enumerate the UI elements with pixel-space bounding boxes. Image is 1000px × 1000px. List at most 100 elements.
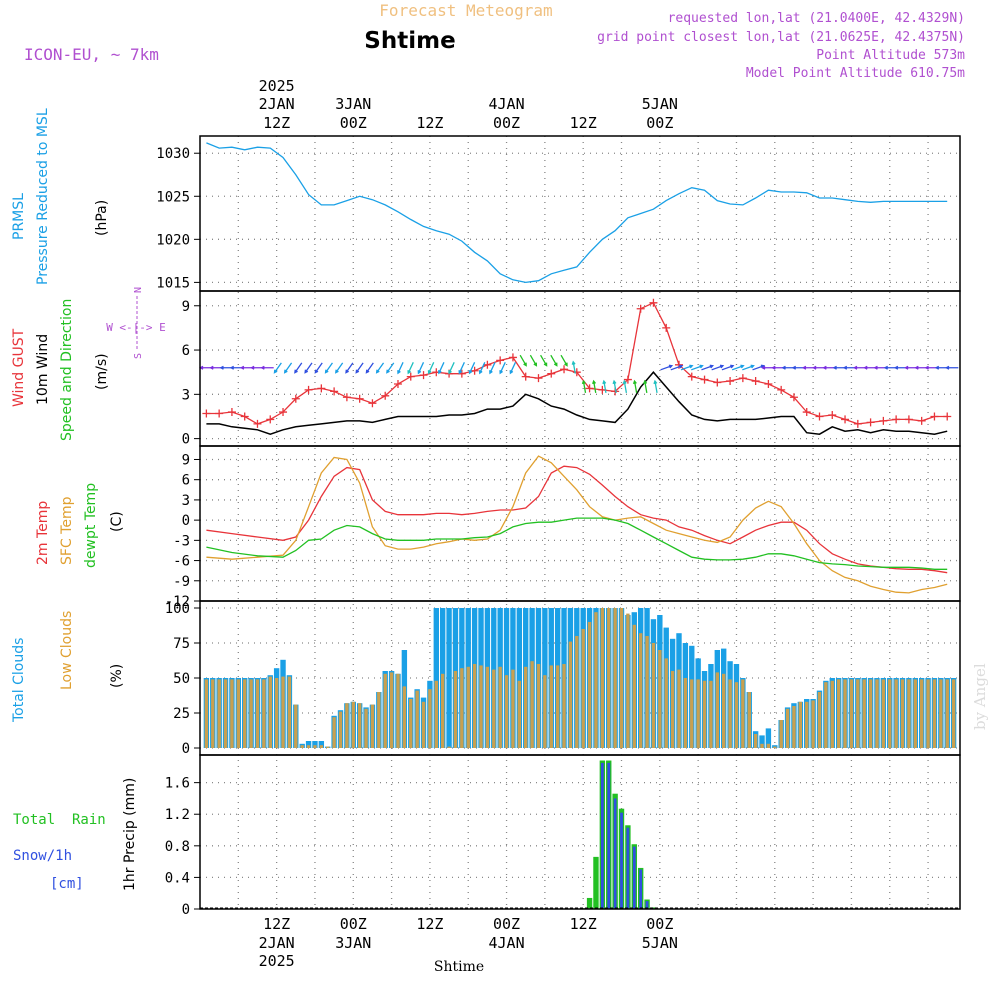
- low-cloud-bar: [377, 692, 381, 748]
- low-cloud-bar: [294, 704, 298, 748]
- wind-direction-arrow: [602, 379, 607, 393]
- low-cloud-bar: [255, 679, 260, 748]
- gust-marker: [508, 353, 517, 362]
- compass-we: W <-|-> E: [106, 321, 166, 334]
- low-cloud-bar: [300, 745, 304, 748]
- y-tick-label: 1020: [156, 232, 190, 248]
- low-cloud-bar: [274, 678, 279, 748]
- top-hour-label: 12Z: [263, 114, 290, 132]
- gust-marker: [560, 365, 569, 374]
- gust-marker: [853, 419, 862, 428]
- wind-direction-arrow: [397, 362, 404, 375]
- rain-bar: [593, 856, 599, 909]
- top-day-label: 4JAN: [488, 95, 524, 113]
- low-cloud-bar: [357, 703, 362, 748]
- low-clouds-label: Low Clouds: [59, 611, 75, 690]
- wind-direction-arrow: [335, 362, 344, 374]
- total-rain-label: Total Rain: [13, 812, 106, 828]
- watermark: by Angel: [971, 663, 989, 730]
- gust-marker: [547, 369, 556, 378]
- low-cloud-bar: [632, 624, 636, 748]
- low-cloud-bar: [389, 672, 394, 748]
- low-cloud-bar: [888, 679, 892, 748]
- gust-marker: [943, 412, 952, 421]
- gust-marker: [904, 415, 913, 424]
- low-cloud-bar: [651, 643, 656, 748]
- gust-marker: [777, 385, 786, 394]
- forecast-meteogram-title: Forecast Meteogram: [379, 1, 552, 20]
- low-cloud-bar: [626, 613, 630, 748]
- wind-direction-arrow: [294, 362, 303, 374]
- wind-direction-arrow: [386, 362, 395, 374]
- y-tick-label: 1015: [156, 275, 190, 291]
- low-cloud-bar: [638, 633, 643, 748]
- gust-marker: [291, 394, 300, 403]
- gust-marker: [726, 377, 735, 386]
- low-cloud-bar: [479, 665, 483, 748]
- gust-marker: [687, 372, 696, 381]
- compass-s: S: [133, 353, 144, 359]
- low-cloud-bar: [945, 679, 949, 748]
- snow-bar: [632, 846, 636, 909]
- low-cloud-bar: [728, 679, 732, 748]
- tsfc-line: [206, 455, 948, 594]
- wind-direction-arrow: [670, 364, 684, 371]
- wind-direction-arrow: [571, 360, 576, 374]
- wind-direction-arrow: [529, 354, 538, 367]
- temp-sfc-label: SFC Temp: [59, 496, 75, 565]
- temp-dewpt-label: dewpt Temp: [83, 483, 99, 568]
- total-cloud-bar: [318, 741, 325, 748]
- precip-layer: [200, 760, 960, 909]
- gust-marker: [828, 411, 837, 419]
- low-cloud-bar: [939, 679, 943, 748]
- gust-marker: [764, 380, 773, 388]
- rain-bar: [586, 897, 593, 909]
- wind-direction-arrow: [304, 362, 313, 374]
- temp-layer: [206, 455, 948, 594]
- pressure-label-desc: Pressure Reduced to MSL: [35, 108, 51, 285]
- low-cloud-bar: [785, 708, 790, 748]
- cloud-labels: Total Clouds Low Clouds (%): [11, 611, 125, 723]
- wind-unit: (m/s): [94, 353, 110, 390]
- low-cloud-bar: [402, 686, 407, 748]
- y-tick-label: -3: [173, 533, 190, 549]
- y-tick-label: 1.2: [165, 807, 190, 823]
- footer-location: Shtime: [434, 959, 484, 975]
- low-cloud-bar: [773, 746, 777, 748]
- grid-lines: [200, 136, 960, 909]
- total-cloud-bar: [446, 608, 452, 748]
- low-cloud-bar: [524, 666, 528, 748]
- low-cloud-bar: [287, 676, 292, 748]
- cloud-layer: [203, 608, 957, 748]
- bottom-hour-label: 12Z: [416, 915, 443, 933]
- gust-marker: [636, 304, 645, 313]
- gust-marker: [789, 393, 798, 402]
- low-cloud-bar: [543, 675, 547, 748]
- gust-marker: [802, 408, 811, 417]
- low-cloud-bar: [517, 680, 522, 748]
- low-cloud-bar: [223, 679, 228, 748]
- wind-direction-arrow: [468, 362, 476, 375]
- bottom-hour-label: 12Z: [263, 915, 290, 933]
- low-cloud-bar: [415, 690, 419, 748]
- gust-marker: [572, 368, 581, 377]
- snow-bar: [626, 827, 630, 909]
- pressure-layer: [206, 142, 948, 284]
- low-cloud-bar: [434, 680, 438, 748]
- wind-direction-arrow: [550, 354, 558, 367]
- wind-direction-arrow: [489, 362, 496, 375]
- top-hour-label: 12Z: [570, 114, 597, 132]
- low-cloud-bar: [453, 671, 458, 748]
- low-cloud-bar: [581, 629, 585, 748]
- wind-direction-arrow: [427, 362, 435, 375]
- top-hour-label: 12Z: [416, 114, 443, 132]
- gust-marker: [355, 394, 364, 403]
- wind-direction-arrow: [691, 364, 704, 371]
- gust-marker: [917, 416, 926, 425]
- gust-marker: [841, 415, 850, 424]
- gust-marker: [623, 375, 632, 384]
- gust-marker: [368, 399, 377, 408]
- low-cloud-bar: [409, 699, 413, 748]
- snow-bar: [613, 798, 617, 909]
- clouds-unit: (%): [109, 664, 125, 688]
